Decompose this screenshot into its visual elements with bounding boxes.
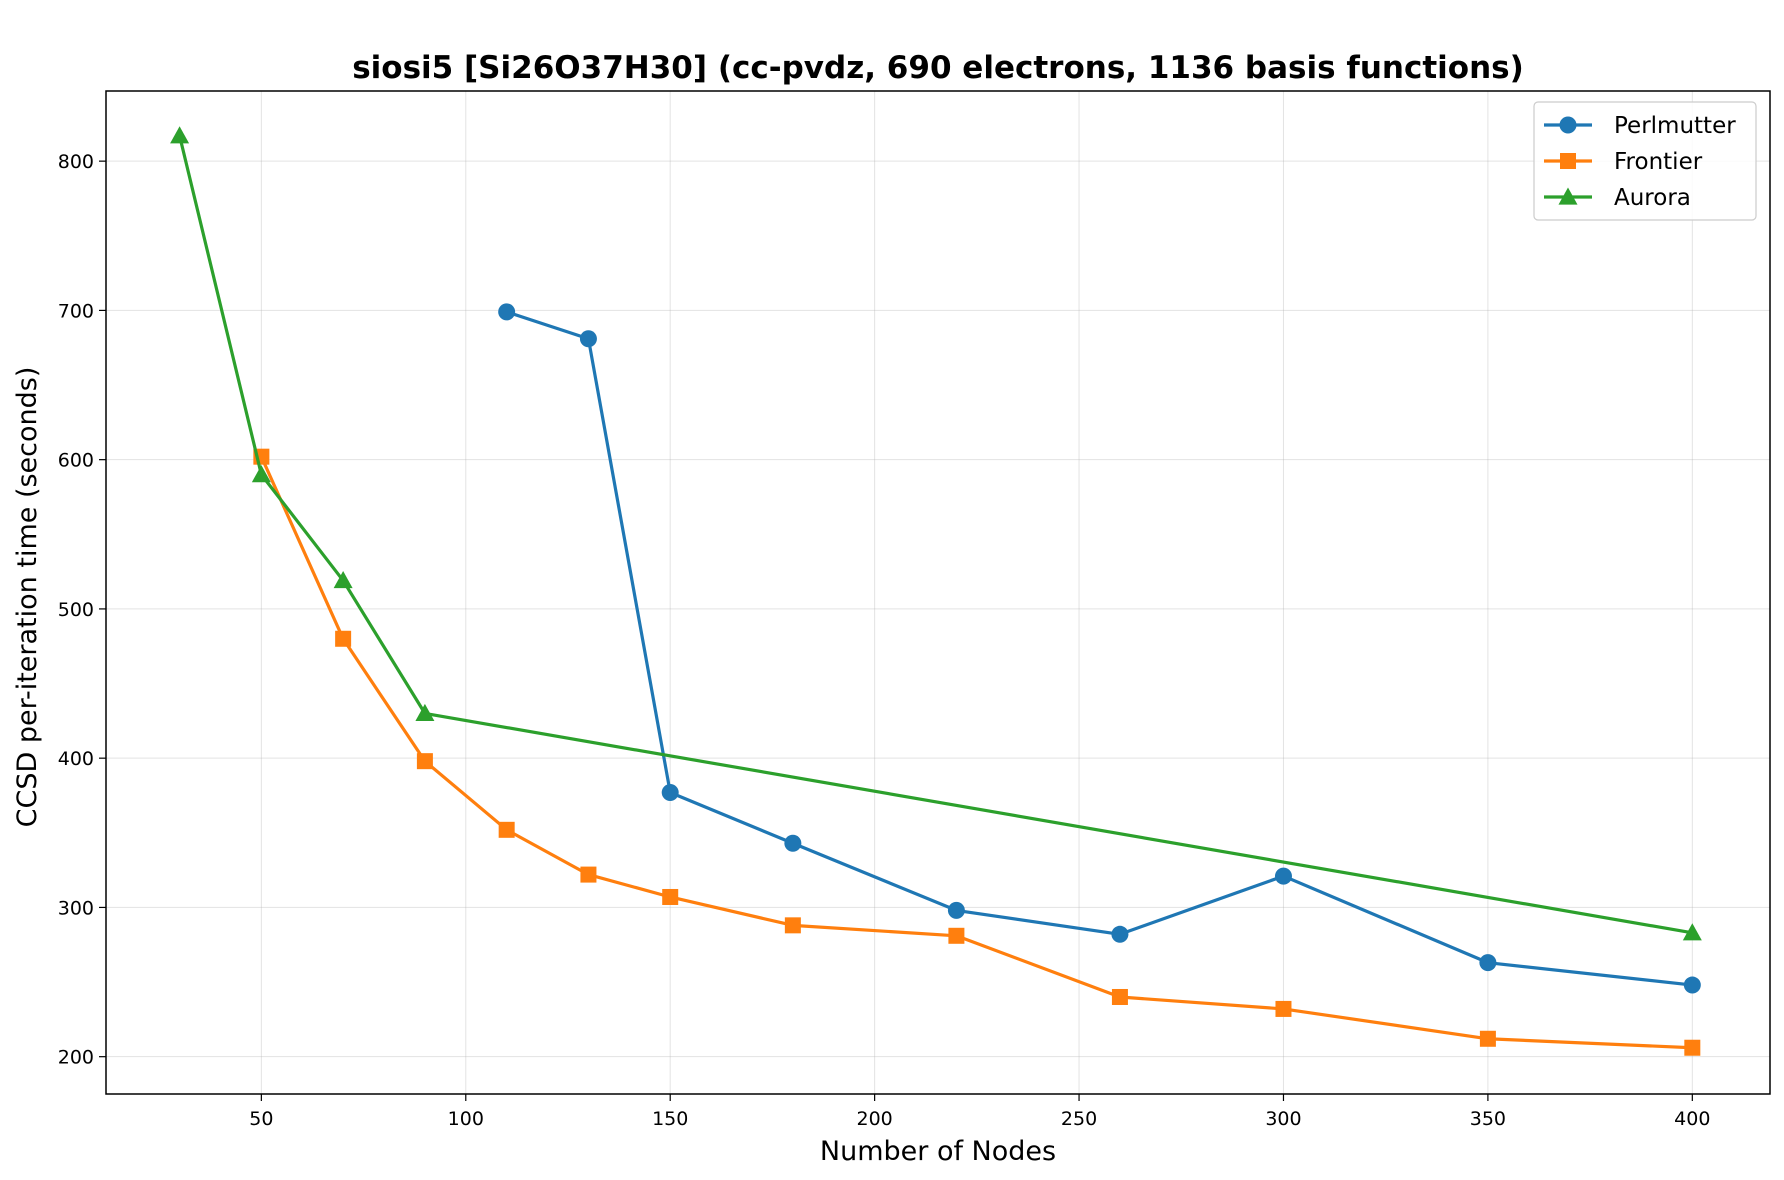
x-tick-label: 400	[1674, 1108, 1710, 1130]
data-point-perlmutter	[498, 303, 516, 321]
data-point-frontier	[1684, 1039, 1701, 1056]
data-point-perlmutter	[1683, 976, 1701, 994]
y-axis-title: CCSD per-iteration time (seconds)	[12, 367, 43, 828]
data-point-perlmutter	[579, 330, 597, 348]
y-tick-label: 400	[58, 748, 94, 770]
x-tick-label: 300	[1265, 1108, 1301, 1130]
x-tick-label: 250	[1061, 1108, 1097, 1130]
data-point-frontier	[784, 917, 801, 934]
data-point-perlmutter	[1479, 954, 1497, 972]
data-point-aurora	[333, 571, 353, 589]
data-point-perlmutter	[661, 784, 679, 802]
x-tick-label: 200	[856, 1108, 892, 1130]
x-axis-title: Number of Nodes	[820, 1136, 1056, 1167]
y-tick-label: 600	[58, 450, 94, 472]
data-point-perlmutter	[784, 834, 802, 852]
data-point-frontier	[416, 753, 433, 770]
y-tick-label: 500	[58, 599, 94, 621]
series-aurora	[170, 126, 1702, 941]
legend: Perlmutter Frontier Aurora	[1533, 101, 1757, 221]
data-point-aurora	[1682, 923, 1702, 941]
data-point-frontier	[1111, 988, 1128, 1005]
legend-marker-aurora	[1558, 187, 1578, 205]
data-point-frontier	[1275, 1000, 1292, 1017]
plot-frame	[105, 90, 1771, 1095]
data-point-perlmutter	[947, 901, 965, 919]
legend-box	[1533, 101, 1757, 221]
x-tick-label: 50	[249, 1108, 273, 1130]
data-point-frontier	[662, 888, 679, 905]
legend-item-aurora: Aurora	[1544, 185, 1691, 211]
x-tick-label: 100	[448, 1108, 484, 1130]
data-point-frontier	[498, 821, 515, 838]
series-frontier	[253, 448, 1701, 1056]
data-point-perlmutter	[1111, 925, 1129, 943]
y-tick-label: 700	[58, 300, 94, 322]
data-point-frontier	[1479, 1030, 1496, 1047]
legend-label-frontier: Frontier	[1614, 149, 1703, 175]
legend-marker-frontier	[1560, 153, 1576, 169]
legend-label-perlmutter: Perlmutter	[1614, 113, 1736, 139]
grid	[106, 91, 1770, 1094]
y-tick-label: 800	[58, 151, 94, 173]
chart-title: siosi5 [Si26O37H30] (cc-pvdz, 690 electr…	[352, 50, 1524, 86]
data-point-aurora	[415, 703, 435, 721]
legend-item-perlmutter: Perlmutter	[1544, 113, 1736, 139]
data-point-perlmutter	[1274, 867, 1292, 885]
plot-series	[170, 126, 1702, 1056]
data-point-frontier	[580, 866, 597, 883]
x-tick-label: 150	[652, 1108, 688, 1130]
data-point-frontier	[948, 927, 965, 944]
y-tick-label: 200	[58, 1047, 94, 1069]
x-tick-label: 350	[1470, 1108, 1506, 1130]
y-tick-label: 300	[58, 897, 94, 919]
legend-label-aurora: Aurora	[1614, 185, 1691, 211]
data-point-frontier	[335, 630, 352, 647]
data-point-aurora	[170, 126, 190, 144]
axis-ticks: 50 100 150 200 250 300 350 400 200 300 400 500 600 70…	[58, 151, 1711, 1130]
legend-item-frontier: Frontier	[1544, 149, 1703, 175]
series-line-frontier	[259, 456, 1693, 1050]
data-point-aurora	[251, 465, 271, 483]
series-perlmutter	[498, 303, 1701, 994]
legend-marker-perlmutter	[1559, 116, 1577, 134]
